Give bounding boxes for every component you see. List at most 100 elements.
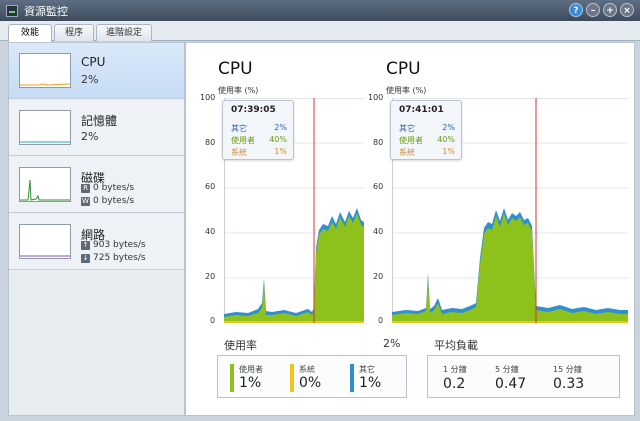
other-color-bar xyxy=(350,364,354,392)
sidebar-item-cpu[interactable]: CPU 2% xyxy=(9,43,184,99)
y-tick: 40 xyxy=(373,227,384,236)
tooltip-value: 40% xyxy=(437,135,455,144)
sidebar-item-disk[interactable]: 磁碟 R 0 bytes/s W 0 bytes/s xyxy=(9,157,184,213)
tooltip-time: 07:41:01 xyxy=(399,105,444,115)
upload-arrow-icon: ↑ xyxy=(81,240,90,250)
y-tick: 0 xyxy=(210,316,216,325)
disk-read-rate: R 0 bytes/s xyxy=(81,183,134,193)
stat-label: 系統 xyxy=(299,365,315,374)
network-upload-value: 903 bytes/s xyxy=(93,240,146,250)
sidebar-item-value: 2% xyxy=(81,73,99,86)
usage-stat-other: 其它 1% xyxy=(350,364,405,394)
y-tick: 20 xyxy=(373,272,384,281)
tooltip-row-user: 使用者 40% xyxy=(399,135,455,146)
title-bar: 資源監控 ? – + × xyxy=(0,0,640,21)
load-average-box: 1 分鐘 0.2 5 分鐘 0.47 15 分鐘 0.33 xyxy=(427,355,620,398)
close-button[interactable]: × xyxy=(620,3,634,17)
disk-thumbnail xyxy=(19,167,71,202)
stat-value: 1% xyxy=(239,375,262,391)
cpu-thumbnail xyxy=(19,53,71,88)
tooltip-value: 2% xyxy=(274,123,287,132)
tooltip-label: 其它 xyxy=(399,124,415,133)
sidebar-item-memory[interactable]: 記憶體 2% xyxy=(9,100,184,156)
data-tooltip: 07:39:05 其它 2% 使用者 40% 系統 1% xyxy=(222,100,294,160)
tab-bar: 效能 程序 進階設定 xyxy=(0,21,640,42)
sidebar-item-network[interactable]: 網路 ↑ 903 bytes/s ↓ 725 bytes/s xyxy=(9,214,184,270)
tooltip-value: 2% xyxy=(442,123,455,132)
tab-advanced-settings[interactable]: 進階設定 xyxy=(96,24,152,41)
tab-processes[interactable]: 程序 xyxy=(54,24,94,41)
sidebar-item-label: 網路 xyxy=(81,228,106,242)
tooltip-row-system: 系統 1% xyxy=(231,147,287,158)
y-tick: 80 xyxy=(373,138,384,147)
tooltip-label: 使用者 xyxy=(231,136,255,145)
load-average-label: 平均負載 xyxy=(434,339,478,352)
stat-label: 其它 xyxy=(359,365,375,374)
y-tick: 40 xyxy=(205,227,216,236)
tooltip-value: 40% xyxy=(269,135,287,144)
sidebar-item-label: 磁碟 xyxy=(81,171,106,185)
tooltip-value: 1% xyxy=(442,147,455,156)
stat-label: 使用者 xyxy=(239,365,263,374)
sidebar-item-value: 2% xyxy=(81,130,99,143)
y-tick: 80 xyxy=(205,138,216,147)
tooltip-value: 1% xyxy=(274,147,287,156)
tooltip-time: 07:39:05 xyxy=(231,105,276,115)
tooltip-row-user: 使用者 40% xyxy=(231,135,287,146)
load-value-1min: 0.2 xyxy=(443,376,466,392)
tooltip-row-other: 其它 2% xyxy=(399,123,455,134)
main-panel: CPU 使用率 (%) 100 80 60 40 20 0 07:39:05 其… xyxy=(185,42,635,416)
usage-label: 使用率 xyxy=(224,339,257,352)
tooltip-row-other: 其它 2% xyxy=(231,123,287,134)
usage-stat-system: 系統 0% xyxy=(290,364,345,394)
disk-read-value: 0 bytes/s xyxy=(93,183,135,193)
sidebar: CPU 2% 記憶體 2% 磁碟 R 0 bytes/s W 0 bytes/s… xyxy=(8,42,193,416)
disk-write-value: 0 bytes/s xyxy=(93,196,135,206)
load-label-5min: 5 分鐘 xyxy=(495,365,519,374)
usage-total: 2% xyxy=(383,337,401,350)
help-button[interactable]: ? xyxy=(569,3,583,17)
tooltip-label: 系統 xyxy=(399,148,415,157)
sidebar-item-label: 記憶體 xyxy=(81,114,118,128)
chart-title: CPU xyxy=(386,59,421,79)
memory-thumbnail xyxy=(19,110,71,145)
read-icon: R xyxy=(81,183,90,193)
y-tick: 100 xyxy=(368,93,384,102)
network-download-rate: ↓ 725 bytes/s xyxy=(81,253,146,263)
usage-breakdown: 使用者 1% 系統 0% 其它 1% xyxy=(217,355,407,398)
y-tick: 60 xyxy=(205,182,216,191)
write-icon: W xyxy=(81,196,90,206)
load-value-5min: 0.47 xyxy=(495,376,527,392)
y-tick: 100 xyxy=(200,93,216,102)
load-label-15min: 15 分鐘 xyxy=(553,365,582,374)
network-upload-rate: ↑ 903 bytes/s xyxy=(81,240,146,250)
y-axis-label: 使用率 (%) xyxy=(218,86,259,95)
system-color-bar xyxy=(290,364,294,392)
network-download-value: 725 bytes/s xyxy=(93,253,146,263)
tooltip-row-system: 系統 1% xyxy=(399,147,455,158)
stat-value: 0% xyxy=(299,375,322,391)
tooltip-label: 系統 xyxy=(231,148,247,157)
y-tick: 0 xyxy=(378,316,384,325)
load-label-1min: 1 分鐘 xyxy=(443,365,467,374)
maximize-button[interactable]: + xyxy=(603,3,617,17)
data-tooltip: 07:41:01 其它 2% 使用者 40% 系統 1% xyxy=(390,100,462,160)
chart-title: CPU xyxy=(218,59,253,79)
y-axis-label: 使用率 (%) xyxy=(386,86,427,95)
stat-value: 1% xyxy=(359,375,382,391)
load-value-15min: 0.33 xyxy=(553,376,585,392)
y-tick: 20 xyxy=(205,272,216,281)
window-controls: ? – + × xyxy=(569,3,634,17)
user-color-bar xyxy=(230,364,234,392)
tooltip-label: 其它 xyxy=(231,124,247,133)
minimize-button[interactable]: – xyxy=(586,3,600,17)
y-tick: 60 xyxy=(373,182,384,191)
disk-write-rate: W 0 bytes/s xyxy=(81,196,134,206)
download-arrow-icon: ↓ xyxy=(81,253,90,263)
tab-performance[interactable]: 效能 xyxy=(8,24,52,42)
usage-stat-user: 使用者 1% xyxy=(230,364,285,394)
tooltip-label: 使用者 xyxy=(399,136,423,145)
resource-monitor-icon xyxy=(6,4,18,17)
network-thumbnail xyxy=(19,224,71,259)
window-title: 資源監控 xyxy=(24,4,68,18)
